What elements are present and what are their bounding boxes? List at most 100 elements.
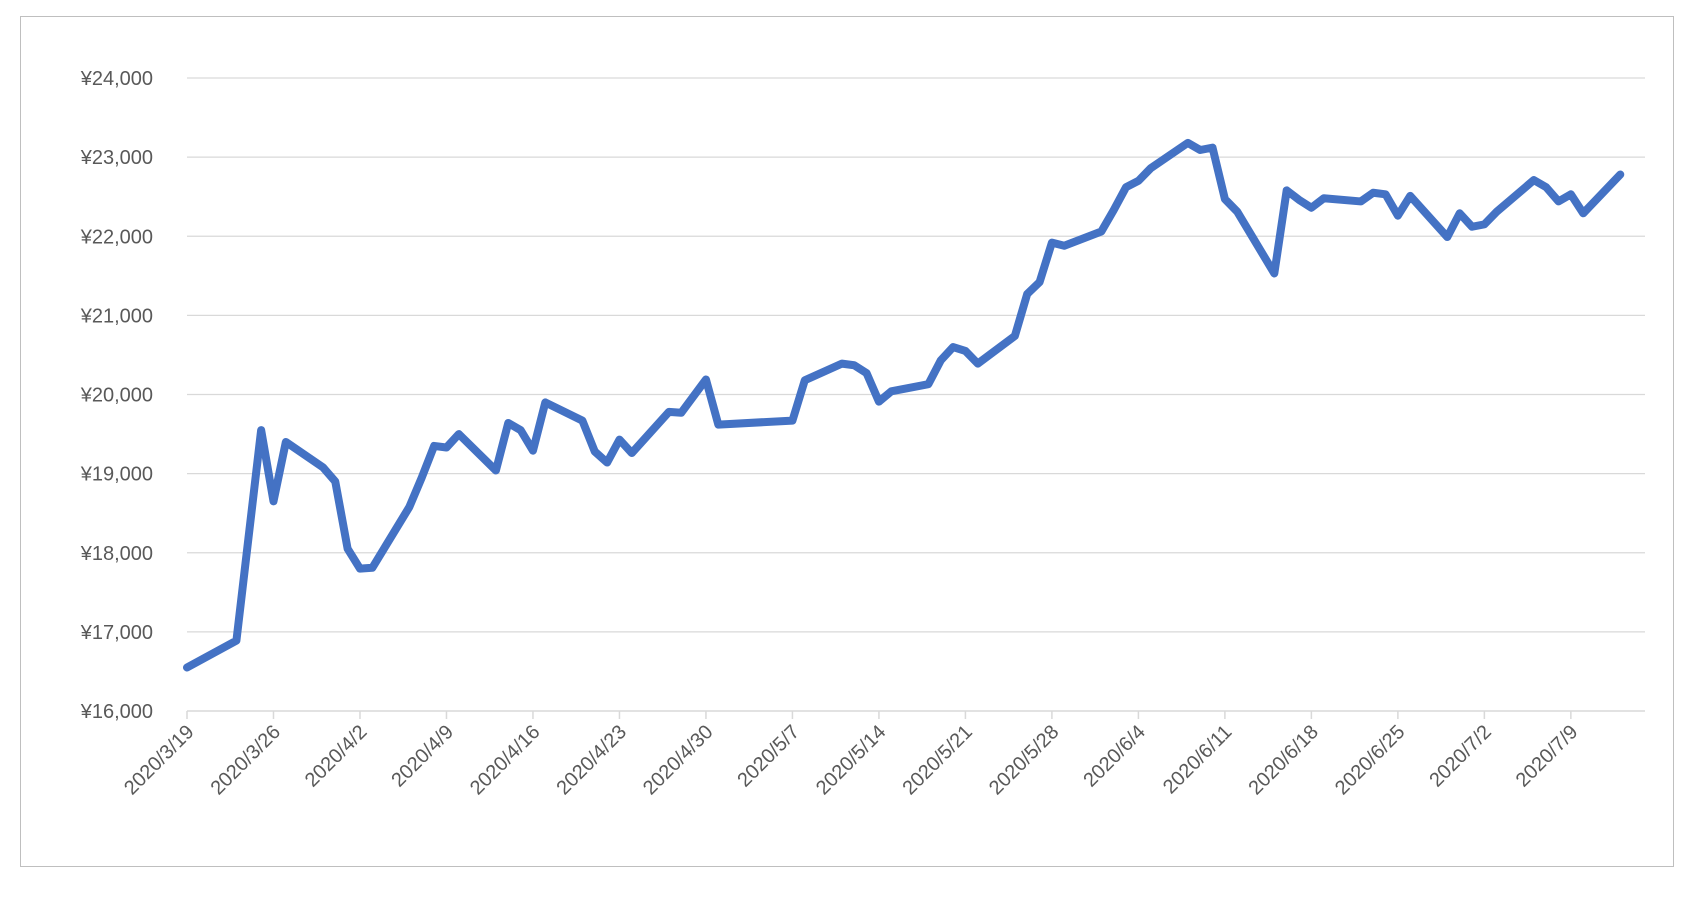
data-point	[1051, 242, 1053, 244]
data-point	[631, 452, 633, 454]
x-tick-label: 2020/7/2	[1425, 721, 1496, 792]
x-axis	[186, 710, 1645, 719]
x-tick-label: 2020/6/25	[1331, 721, 1409, 799]
y-tick-label: ¥21,000	[80, 305, 153, 327]
data-point	[878, 401, 880, 403]
x-tick-label: 2020/6/18	[1244, 721, 1322, 799]
data-point	[1323, 197, 1325, 199]
data-point	[1582, 212, 1584, 214]
data-point	[1545, 186, 1547, 188]
data-point	[853, 364, 855, 366]
gridlines	[187, 77, 1645, 633]
data-point	[1459, 212, 1461, 214]
data-point	[594, 450, 596, 452]
data-point	[1558, 200, 1560, 202]
data-point	[421, 477, 423, 479]
data-point	[1236, 211, 1238, 213]
data-point	[1570, 193, 1572, 195]
y-tick-label: ¥17,000	[80, 622, 153, 644]
data-point	[532, 450, 534, 452]
y-tick-label: ¥18,000	[80, 543, 153, 565]
x-tick-label: 2020/4/23	[553, 721, 631, 799]
data-point	[1100, 231, 1102, 232]
data-point	[1063, 245, 1065, 247]
data-point	[977, 363, 979, 365]
x-tick-label: 2020/3/26	[207, 721, 285, 799]
series-line	[183, 138, 1625, 672]
data-point	[1483, 223, 1485, 225]
y-tick-label: ¥23,000	[80, 147, 153, 169]
data-point	[1372, 192, 1374, 194]
data-point	[705, 378, 707, 380]
data-point	[680, 412, 682, 414]
x-tick-label: 2020/4/2	[301, 721, 372, 792]
data-point	[322, 466, 324, 468]
x-tick-label: 2020/6/11	[1159, 721, 1236, 798]
x-tick-label: 2020/7/9	[1512, 721, 1583, 792]
data-point	[804, 379, 806, 381]
data-point	[791, 420, 793, 422]
data-point	[618, 439, 620, 441]
y-tick-label: ¥19,000	[80, 464, 153, 486]
data-point	[1385, 193, 1387, 195]
y-tick-label: ¥16,000	[80, 701, 153, 723]
data-point	[1496, 211, 1498, 213]
data-point	[408, 506, 410, 508]
x-tick-label: 2020/5/28	[985, 721, 1063, 799]
y-tick-label: ¥24,000	[80, 68, 153, 90]
x-tick-label: 2020/6/4	[1079, 721, 1150, 792]
data-point	[347, 548, 349, 550]
x-tick-label: 2020/5/21	[898, 721, 976, 799]
data-point	[927, 383, 929, 385]
x-tick-label: 2020/5/14	[812, 721, 890, 799]
data-point	[940, 359, 942, 361]
data-point	[717, 424, 719, 426]
data-point	[581, 420, 583, 422]
data-point	[1298, 199, 1300, 201]
data-point	[1125, 186, 1127, 188]
data-point	[964, 350, 966, 352]
data-point	[1533, 179, 1535, 181]
data-point	[1310, 207, 1312, 209]
data-point	[952, 346, 954, 348]
data-point	[1187, 142, 1189, 144]
data-point	[272, 500, 274, 502]
x-tick-label: 2020/4/9	[387, 721, 458, 792]
x-tick-label: 2020/5/7	[733, 721, 804, 792]
data-point	[1471, 226, 1473, 228]
series-layer	[183, 138, 1625, 672]
x-tick-label: 2020/4/16	[466, 721, 544, 799]
y-tick-label: ¥22,000	[80, 226, 153, 248]
data-point	[433, 445, 435, 447]
data-point	[495, 469, 497, 471]
data-point	[260, 429, 262, 431]
data-point	[1273, 272, 1275, 274]
data-point	[1137, 180, 1139, 182]
data-point	[1446, 236, 1448, 238]
data-point	[371, 567, 373, 569]
x-tick-label: 2020/4/30	[639, 721, 717, 799]
data-point	[1409, 195, 1411, 197]
data-point	[1286, 189, 1288, 191]
data-point	[520, 429, 522, 431]
data-point	[186, 666, 188, 668]
data-point	[1619, 174, 1621, 176]
data-point	[1199, 149, 1201, 151]
y-tick-label: ¥20,000	[80, 385, 153, 407]
x-tick-label: 2020/3/19	[120, 721, 198, 799]
data-point	[235, 640, 237, 642]
chart-frame	[20, 16, 1674, 867]
data-point	[1014, 335, 1016, 337]
data-point	[866, 372, 868, 374]
data-point	[1039, 281, 1041, 283]
data-point	[285, 441, 287, 443]
data-point	[1026, 293, 1028, 295]
y-axis-labels: ¥16,000 ¥17,000 ¥18,000 ¥19,000 ¥20,000 ¥21,0…	[80, 68, 153, 723]
data-point	[890, 390, 892, 392]
data-point	[507, 422, 509, 424]
data-point	[1397, 215, 1399, 217]
data-point	[1224, 198, 1226, 200]
data-point	[606, 462, 608, 464]
data-point	[668, 411, 670, 413]
